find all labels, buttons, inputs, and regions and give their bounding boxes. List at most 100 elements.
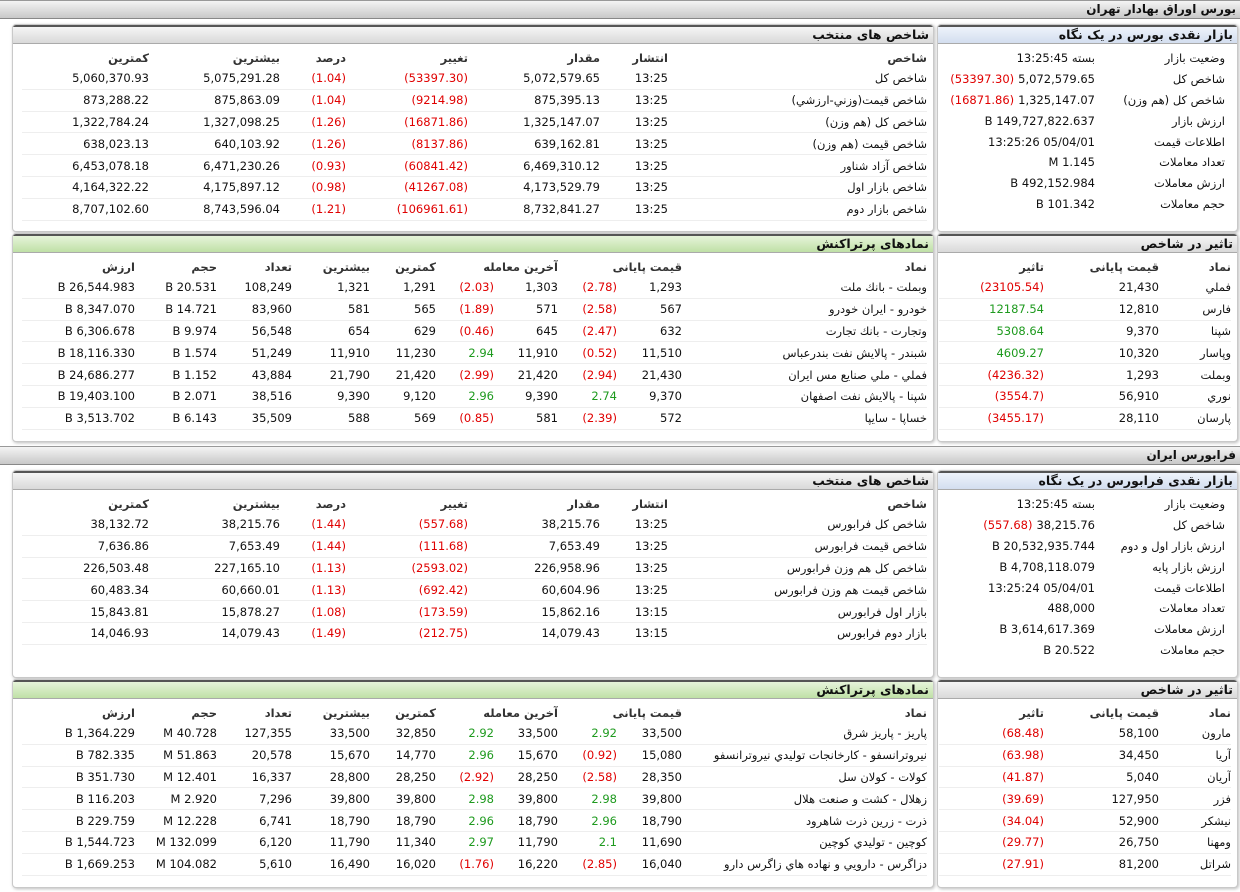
impact-cell: 28,110 [1044, 407, 1159, 430]
trade-row: خساپا - سايپا 572 (2.39) 581 (0.85) 569 588 35,… [22, 407, 927, 430]
overview-label: اطلاعات قیمت [1154, 580, 1225, 595]
column-header: نماد [1208, 260, 1231, 274]
index-cell: 7,636.86 [22, 535, 149, 558]
impact-panel: تاثیر در شاخص نماد قیمت پایانی تاثیر مارون 58… [937, 679, 1238, 888]
index-row: شاخص کل 13:25 5,072,579.65 (53397.30) (1.04)… [22, 68, 927, 90]
index-cell: 639,162.81 [468, 132, 600, 156]
trade-cell: 2.98 [436, 787, 494, 811]
header-row: نماد قیمت پایانی تاثیر [939, 257, 1231, 277]
impact-cell: 127,950 [1044, 787, 1159, 811]
trade-cell: (0.52) [558, 341, 617, 365]
impact-cell: آريا [1159, 744, 1231, 767]
trade-cell: فملي - ملي صنايع مس ايران [682, 363, 927, 386]
overview-value-cell: 101.342 B [939, 194, 1095, 215]
index-cell: 227,165.10 [149, 557, 280, 580]
trade-cell: 20.531 B [135, 277, 217, 299]
overview-row: حجم معاملات 20.522 B [939, 640, 1231, 661]
index-cell: (1.04) [280, 89, 346, 112]
index-row: شاخص کل (هم وزن) 13:25 1,325,147.07 (16871.… [22, 111, 927, 134]
trade-cell: 1,669.253 B [22, 853, 135, 876]
trade-cell: 565 [370, 298, 436, 321]
trade-cell: 2.92 [436, 723, 494, 745]
column-header: تغییر [440, 497, 468, 511]
impact-cell: 12,810 [1044, 298, 1159, 321]
index-cell: 13:25 [600, 132, 668, 156]
impact-cell: 5308.64 [939, 320, 1044, 343]
index-cell: (212.75) [346, 622, 468, 645]
overview-panel: بازار نقدی بورس در یک نگاه وضعیت بازار بست… [937, 24, 1238, 232]
impact-cell: وپاسار [1159, 341, 1231, 365]
impact-cell: 10,320 [1044, 341, 1159, 365]
column-header: درصد [315, 497, 346, 511]
trade-cell: 51,249 [217, 341, 292, 365]
header-row: نماد قیمت پایانی آخرین معامله کمترین بیشترین… [22, 703, 927, 723]
index-cell: شاخص قیمت هم وزن فرابورس [668, 578, 927, 602]
trade-cell: 39,800 [617, 787, 682, 811]
trade-cell: 33,500 [292, 723, 370, 745]
index-cell: 13:25 [600, 154, 668, 177]
trade-cell: (2.58) [558, 766, 617, 789]
impact-cell: فزر [1159, 787, 1231, 811]
index-cell: (1.13) [280, 557, 346, 580]
index-cell: 13:25 [600, 578, 668, 602]
trade-cell: 11,230 [370, 341, 436, 365]
column-header: تعداد [264, 706, 292, 720]
overview-value: 1,325,147.07 [1018, 92, 1095, 107]
index-cell: 8,743,596.04 [149, 198, 280, 221]
trade-row: دزاگرس - دارويي و نهاده هاي زاگرس دارو 16… [22, 853, 927, 876]
overview-value: 492,152.984 B [1010, 176, 1095, 191]
trade-cell: 782.335 B [22, 744, 135, 767]
index-row: شاخص کل هم وزن فرابورس 13:25 226,958.96 (25… [22, 557, 927, 580]
index-cell: 1,322,784.24 [22, 111, 149, 134]
index-cell: 638,023.13 [22, 132, 149, 156]
impact-cell: 26,750 [1044, 831, 1159, 854]
overview-row: حجم معاملات 101.342 B [939, 194, 1231, 215]
overview-label: حجم معاملات [1160, 642, 1225, 657]
trade-cell: (2.47) [558, 320, 617, 343]
impact-cell: 4609.27 [939, 341, 1044, 365]
index-cell: 5,075,291.28 [149, 68, 280, 90]
overview-value-cell: بسته 13:25:45 [939, 494, 1095, 515]
overview-table: وضعیت بازار بسته 13:25:45 شاخص کل 5,072,579… [939, 48, 1231, 214]
trade-cell: 15,670 [494, 744, 558, 767]
overview-value: 101.342 B [1035, 196, 1095, 211]
overview-value-cell: 5,072,579.65(53397.30) [939, 69, 1095, 90]
overview-row: شاخص کل 38,215.76(557.68) [939, 515, 1231, 536]
index-cell: شاخص کل [668, 68, 927, 90]
trade-cell: 18,790 [494, 809, 558, 832]
index-row: شاخص قیمت (هم وزن) 13:25 639,162.81 (8137.8… [22, 132, 927, 156]
overview-row: وضعیت بازار بسته 13:25:45 [939, 48, 1231, 69]
index-cell: 1,325,147.07 [468, 111, 600, 134]
impact-cell: 81,200 [1044, 853, 1159, 876]
trade-cell: 2.96 [558, 809, 617, 832]
index-cell: 13:25 [600, 535, 668, 558]
overview-label: ارزش بازار پایه [1152, 559, 1225, 574]
trade-cell: 83,960 [217, 298, 292, 321]
trade-cell: كولات - كولان سل [682, 766, 927, 789]
impact-cell: وبملت [1159, 363, 1231, 386]
trade-cell: (1.76) [436, 853, 494, 876]
column-header: تعداد [264, 260, 292, 274]
index-cell: شاخص آزاد شناور [668, 154, 927, 177]
index-cell: (8137.86) [346, 132, 468, 156]
trade-cell: 6,741 [217, 809, 292, 832]
overview-row: تعداد معاملات 1.145 M [939, 152, 1231, 173]
trade-cell: 6.143 B [135, 407, 217, 430]
impact-cell: (41.87) [939, 766, 1044, 789]
indices-table: شاخص انتشار مقدار تغییر درصد بیشترین کمترین شاخ… [22, 494, 927, 645]
trade-cell: خساپا - سايپا [682, 407, 927, 430]
column-header: تغییر [440, 51, 468, 65]
overview-value-cell: بسته 13:25:45 [939, 48, 1095, 69]
column-header: نماد [1208, 706, 1231, 720]
trade-cell: نيروترانسفو - كارخانجات توليدي نيروترانس… [682, 744, 927, 767]
trades-table: نماد قیمت پایانی آخرین معامله کمترین بیشترین… [22, 257, 927, 430]
trade-cell: 9,120 [370, 385, 436, 408]
overview-value: 38,215.76 [1036, 518, 1095, 533]
overview-label: شاخص کل (هم وزن) [1123, 92, 1225, 107]
overview-value-cell: 05/04/01 13:25:26 [939, 131, 1095, 152]
index-cell: شاخص قیمت (هم وزن) [668, 132, 927, 156]
overview-row: ارزش بازار پایه 4,708,118.079 B [939, 556, 1231, 577]
trade-cell: 2.920 M [135, 787, 217, 811]
indices-table: شاخص انتشار مقدار تغییر درصد بیشترین کمترین شاخ… [22, 48, 927, 221]
